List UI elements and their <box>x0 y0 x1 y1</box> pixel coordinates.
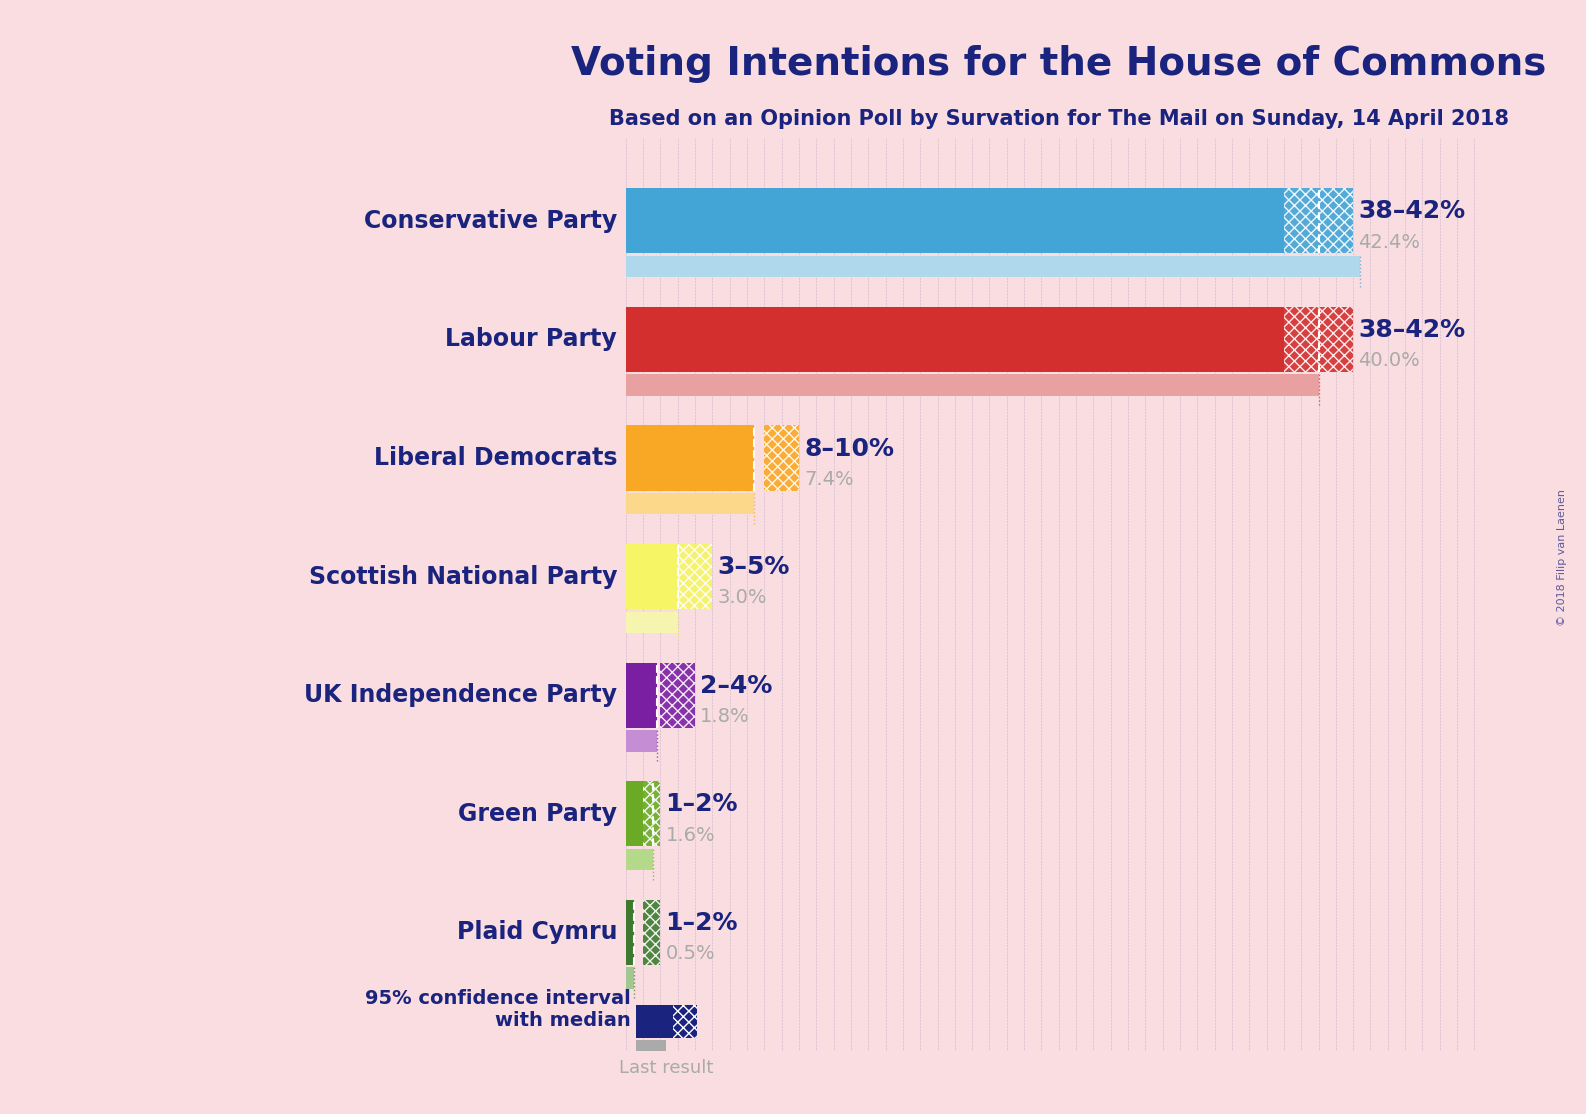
Text: 3.0%: 3.0% <box>717 588 768 607</box>
Bar <box>636 1005 672 1038</box>
Text: 38–42%: 38–42% <box>1358 199 1465 224</box>
Bar <box>660 663 695 727</box>
Text: Green Party: Green Party <box>458 802 617 825</box>
Bar <box>764 426 799 490</box>
Text: Scottish National Party: Scottish National Party <box>309 565 617 588</box>
Bar <box>626 494 753 515</box>
Text: 0.5%: 0.5% <box>666 945 715 964</box>
Text: UK Independence Party: UK Independence Party <box>305 683 617 707</box>
Text: 2–4%: 2–4% <box>701 674 772 697</box>
Bar <box>672 1005 696 1038</box>
Text: 95% confidence interval
with median: 95% confidence interval with median <box>365 989 631 1030</box>
Text: 1.8%: 1.8% <box>701 707 750 726</box>
Bar <box>1285 188 1353 254</box>
Bar <box>642 900 660 965</box>
Bar <box>626 781 642 847</box>
Text: Labour Party: Labour Party <box>446 328 617 351</box>
Bar <box>626 967 634 988</box>
Bar <box>626 900 634 965</box>
Bar <box>677 544 712 609</box>
Text: 3–5%: 3–5% <box>717 555 790 579</box>
Bar <box>626 374 1318 395</box>
Text: 38–42%: 38–42% <box>1358 317 1465 342</box>
Bar <box>626 256 1361 277</box>
Text: 40.0%: 40.0% <box>1358 351 1419 370</box>
Bar <box>626 730 657 752</box>
Text: Voting Intentions for the House of Commons: Voting Intentions for the House of Commo… <box>571 45 1546 84</box>
Text: © 2018 Filip van Laenen: © 2018 Filip van Laenen <box>1557 489 1567 625</box>
Text: Conservative Party: Conservative Party <box>363 209 617 233</box>
Bar <box>626 426 753 490</box>
Bar <box>626 544 677 609</box>
Text: 42.4%: 42.4% <box>1358 233 1421 252</box>
Text: 1.6%: 1.6% <box>666 825 715 844</box>
Bar <box>636 1040 666 1052</box>
Bar <box>642 781 660 847</box>
Text: 8–10%: 8–10% <box>804 437 895 460</box>
Text: Last result: Last result <box>619 1059 714 1077</box>
Text: 1–2%: 1–2% <box>666 792 737 817</box>
Text: Plaid Cymru: Plaid Cymru <box>457 920 617 945</box>
Text: Liberal Democrats: Liberal Democrats <box>374 446 617 470</box>
Text: 1–2%: 1–2% <box>666 911 737 935</box>
Bar <box>626 188 1285 254</box>
Text: Based on an Opinion Poll by Survation for The Mail on Sunday, 14 April 2018: Based on an Opinion Poll by Survation fo… <box>609 109 1508 129</box>
Bar <box>626 849 653 870</box>
Bar <box>626 663 657 727</box>
Bar <box>626 306 1285 372</box>
Bar <box>626 612 677 633</box>
Text: 7.4%: 7.4% <box>804 470 853 489</box>
Bar <box>1285 306 1353 372</box>
